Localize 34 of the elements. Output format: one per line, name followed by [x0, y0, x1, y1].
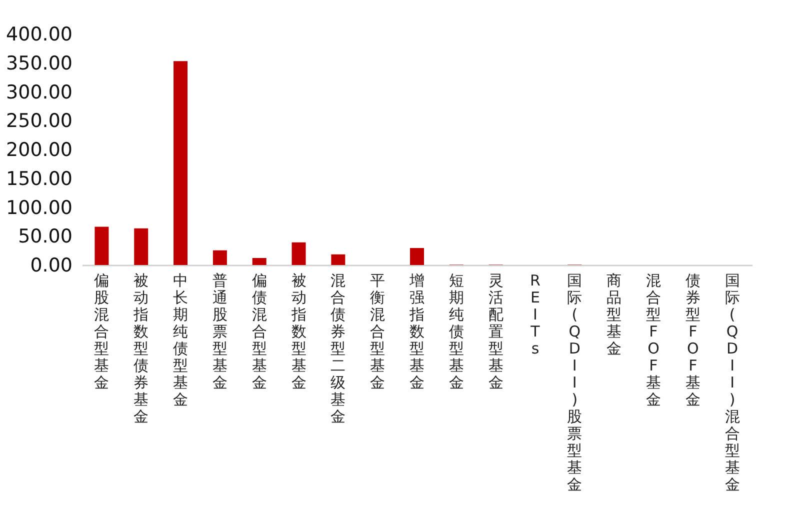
y-tick-label: 50.00 [18, 226, 72, 248]
y-tick-label: 150.00 [6, 168, 72, 190]
x-tick-label: REITs [530, 272, 541, 358]
y-tick-label: 250.00 [6, 110, 72, 132]
x-tick-label: 普通股票型基金 [212, 272, 228, 392]
x-tick-label: 灵活配置型基金 [488, 272, 504, 392]
bar [410, 248, 424, 265]
x-tick-label: 偏债混合型基金 [252, 272, 267, 392]
y-tick-label: 300.00 [6, 81, 72, 104]
bar [212, 250, 227, 265]
y-tick-label: 200.00 [6, 139, 72, 161]
category-label: 被动指数型债券基金 [134, 272, 149, 426]
x-tick-label: 被动指数型基金 [290, 272, 306, 392]
x-tick-label: 平衡混合型基金 [370, 272, 386, 392]
bar [252, 258, 266, 265]
x-tick-label: 混合型FOF基金 [646, 272, 661, 408]
bar [174, 61, 188, 265]
x-tick-label: 商品型基金 [606, 272, 622, 358]
y-tick-label: 350.00 [6, 52, 72, 74]
bar [134, 228, 148, 265]
x-tick-label: 增强指数型基金 [408, 272, 424, 392]
category-label: 混合债券型二级基金 [330, 272, 346, 426]
x-tick-label: 偏股混合型基金 [94, 272, 110, 392]
bar [331, 254, 346, 265]
x-tick-label: 中长期纯债型基金 [173, 272, 188, 408]
category-label: 国际(QDII)股票型基金 [567, 272, 582, 494]
x-tick-label: 短期纯债型基金 [448, 272, 464, 392]
y-tick-label: 0.00 [30, 254, 72, 276]
bar [292, 242, 306, 265]
x-tick-label: 债券型FOF基金 [685, 272, 700, 408]
y-tick-label: 100.00 [6, 196, 72, 219]
bar [94, 226, 109, 265]
category-label: 国际(QDII)混合型基金 [724, 272, 740, 494]
y-tick-label: 400.00 [6, 24, 72, 46]
